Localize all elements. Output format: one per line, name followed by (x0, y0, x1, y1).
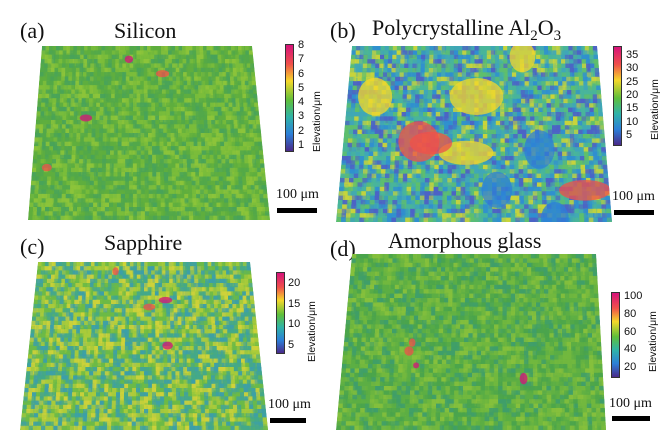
panel-title-b: Polycrystalline Al2O3 (372, 15, 562, 44)
colorbar-tick-label: 5 (298, 81, 305, 94)
scale-label-c: 100 μm (268, 397, 311, 412)
scale-label-b: 100 μm (612, 189, 655, 204)
colorbar-tick-label: 4 (298, 96, 305, 109)
colorbar-unit-d: Elevation/μm (647, 311, 659, 372)
panel-title-a: Silicon (114, 18, 177, 43)
colorbar-tick-label: 10 (626, 115, 639, 128)
colorbar-tick-label: 15 (626, 102, 639, 115)
panel-label-c: (c) (20, 234, 45, 259)
colorbar-tick-label: 8 (298, 39, 305, 51)
scale-bar-c (270, 418, 306, 423)
surface-map-c (20, 262, 268, 430)
colorbar-d (611, 292, 620, 378)
scale-label-a: 100 μm (276, 187, 319, 202)
colorbar-tick-label: 1 (298, 139, 305, 151)
colorbar-tick-label: 20 (288, 277, 301, 289)
colorbar-c (276, 272, 285, 354)
colorbar-tick-label: 60 (624, 325, 637, 338)
colorbar-tick-label: 35 (626, 49, 639, 61)
colorbar-tick-label: 25 (626, 75, 639, 88)
scale-bar-d (612, 416, 650, 421)
colorbar-tick-label: 7 (298, 53, 305, 66)
colorbar-tick-label: 80 (624, 307, 637, 320)
colorbar-tick-label: 20 (626, 89, 639, 101)
surface-map-b (336, 46, 612, 222)
panel-title-c: Sapphire (104, 230, 183, 255)
panel-label-a: (a) (20, 18, 45, 43)
colorbar-tick-label: 2 (298, 124, 305, 137)
panel-title-d: Amorphous glass (388, 228, 542, 253)
colorbar-tick-label: 5 (288, 339, 295, 351)
panel-label-d: (d) (330, 236, 356, 261)
scale-label-d: 100 μm (609, 396, 652, 411)
colorbar-a (285, 44, 294, 152)
colorbar-tick-label: 30 (626, 62, 639, 75)
colorbar-tick-label: 10 (288, 318, 301, 331)
scale-bar-b (614, 210, 654, 215)
surface-map-a (28, 46, 270, 220)
panel-c: (c) Sapphire Elevation/μm 100 μm (20, 230, 318, 430)
colorbar-tick-label: 15 (288, 297, 301, 310)
panel-a: (a) Silicon Elevation/μm 100 μm (0, 0, 335, 222)
scale-bar-a (277, 208, 317, 213)
colorbar-b (613, 46, 622, 146)
colorbar-tick-label: 20 (624, 361, 637, 373)
colorbar-tick-label: 5 (626, 129, 633, 141)
colorbar-tick-label: 100 (624, 290, 643, 302)
panel-b: (b) Polycrystalline Al2O3 Elevation/μm 1… (330, 15, 661, 222)
colorbar-tick-label: 3 (298, 110, 305, 123)
colorbar-tick-label: 40 (624, 343, 637, 356)
panel-label-b: (b) (330, 18, 356, 43)
colorbar-tick-label: 6 (298, 67, 305, 80)
